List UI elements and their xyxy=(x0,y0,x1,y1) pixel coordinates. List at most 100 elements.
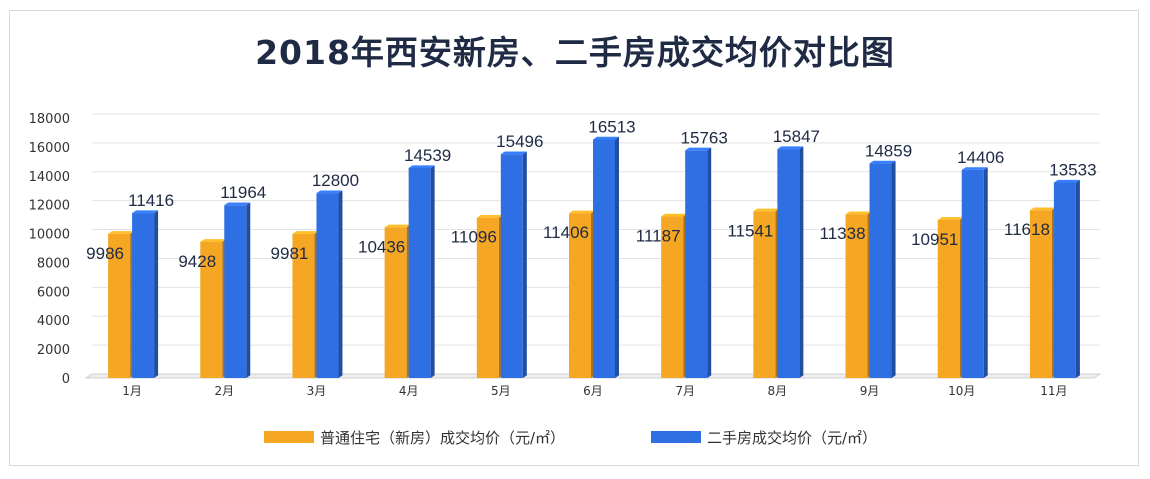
bar-side xyxy=(707,147,712,378)
x-tick-label: 8月 xyxy=(768,384,788,398)
bar-top xyxy=(224,202,251,206)
bar-new-house xyxy=(937,219,960,378)
x-tick-label: 2月 xyxy=(214,384,234,398)
legend-label: 二手房成交均价（元/㎡） xyxy=(707,429,877,447)
bar-side xyxy=(522,151,527,378)
x-tick-label: 7月 xyxy=(675,384,695,398)
bar-side xyxy=(246,202,251,378)
data-label: 15763 xyxy=(681,128,728,147)
data-label: 14859 xyxy=(865,141,912,160)
bar-side xyxy=(430,165,435,378)
bar-top xyxy=(661,213,688,217)
data-label: 11338 xyxy=(820,224,866,243)
bar-top xyxy=(132,210,159,214)
bar-new-house xyxy=(292,233,315,378)
bar-second-hand xyxy=(224,205,247,378)
bar-top xyxy=(845,211,872,215)
bar-side xyxy=(799,146,804,378)
x-tick-label: 5月 xyxy=(491,384,511,398)
data-label: 11187 xyxy=(636,226,681,245)
bar-top xyxy=(937,217,964,220)
bar-second-hand xyxy=(1053,182,1076,378)
data-label: 10951 xyxy=(911,230,958,249)
bar-top xyxy=(869,160,896,164)
bar-new-house xyxy=(108,233,131,378)
data-label: 11618 xyxy=(1004,220,1050,239)
bar-top xyxy=(316,190,343,194)
bar-top xyxy=(685,147,712,151)
data-label: 11406 xyxy=(543,223,589,242)
y-tick-label: 4000 xyxy=(37,314,70,329)
bar-second-hand xyxy=(777,149,800,378)
data-label: 13533 xyxy=(1049,161,1096,180)
bar-second-hand xyxy=(869,163,892,378)
bar-second-hand xyxy=(408,167,431,378)
bar-top xyxy=(408,165,435,168)
y-tick-label: 16000 xyxy=(29,141,70,156)
bar-side xyxy=(615,136,619,378)
bar-top xyxy=(476,215,503,218)
bar-top xyxy=(1053,179,1080,183)
bar-top xyxy=(777,146,804,150)
y-tick-label: 2000 xyxy=(37,343,70,358)
x-tick-label: 6月 xyxy=(583,384,603,398)
bar-second-hand xyxy=(500,154,523,378)
bar-second-hand xyxy=(132,213,155,378)
y-tick-label: 12000 xyxy=(29,199,70,214)
data-label: 11541 xyxy=(727,221,773,240)
bar-second-hand xyxy=(316,193,339,378)
bar-side xyxy=(154,210,159,378)
bar-second-hand xyxy=(961,169,984,378)
bar-top xyxy=(961,167,988,170)
bar-side xyxy=(1075,179,1080,378)
bar-top xyxy=(384,224,411,228)
y-tick-label: 18000 xyxy=(29,112,70,127)
bar-side xyxy=(983,167,988,378)
data-label: 12800 xyxy=(312,171,359,190)
data-label: 9428 xyxy=(178,252,216,271)
data-label: 14539 xyxy=(404,146,451,165)
data-label: 15496 xyxy=(496,132,543,151)
x-tick-label: 3月 xyxy=(307,384,327,398)
bar-top xyxy=(500,151,527,155)
bar-top xyxy=(569,210,595,214)
x-tick-label: 10月 xyxy=(948,384,975,398)
bar-second-hand xyxy=(685,150,708,378)
bar-top xyxy=(108,231,135,234)
y-tick-label: 10000 xyxy=(29,228,70,243)
y-tick-label: 0 xyxy=(62,372,70,387)
bar-top xyxy=(753,208,780,212)
data-label: 11416 xyxy=(128,191,174,210)
x-tick-label: 4月 xyxy=(399,384,419,398)
bar-new-house xyxy=(661,216,684,378)
data-label: 11096 xyxy=(451,228,497,247)
data-label: 16513 xyxy=(588,117,635,136)
bar-new-house xyxy=(200,241,223,378)
bar-new-house xyxy=(1029,210,1052,378)
legend-swatch xyxy=(264,431,314,443)
data-label: 9986 xyxy=(86,244,124,263)
data-label: 14406 xyxy=(957,148,1004,167)
bar-side xyxy=(338,190,343,378)
x-tick-label: 1月 xyxy=(122,384,142,398)
data-label: 15847 xyxy=(773,127,820,146)
data-label: 9981 xyxy=(271,244,309,263)
bar-side xyxy=(891,160,896,378)
legend-swatch xyxy=(651,431,701,443)
x-tick-label: 11月 xyxy=(1040,384,1067,398)
bar-new-house xyxy=(384,227,407,378)
bar-new-house xyxy=(476,217,499,378)
y-tick-label: 6000 xyxy=(37,285,70,300)
bar-top xyxy=(292,231,319,234)
legend-label: 普通住宅（新房）成交均价（元/㎡） xyxy=(320,429,565,447)
bar-new-house xyxy=(845,214,868,378)
x-tick-label: 9月 xyxy=(860,384,880,398)
data-label: 10436 xyxy=(358,237,405,256)
y-tick-label: 8000 xyxy=(37,256,70,271)
bar-top xyxy=(200,239,227,242)
bar-top xyxy=(1029,207,1056,211)
chart-title: 2018年西安新房、二手房成交均价对比图 xyxy=(255,33,895,72)
bar-top xyxy=(593,136,619,140)
bar-new-house xyxy=(753,211,776,378)
